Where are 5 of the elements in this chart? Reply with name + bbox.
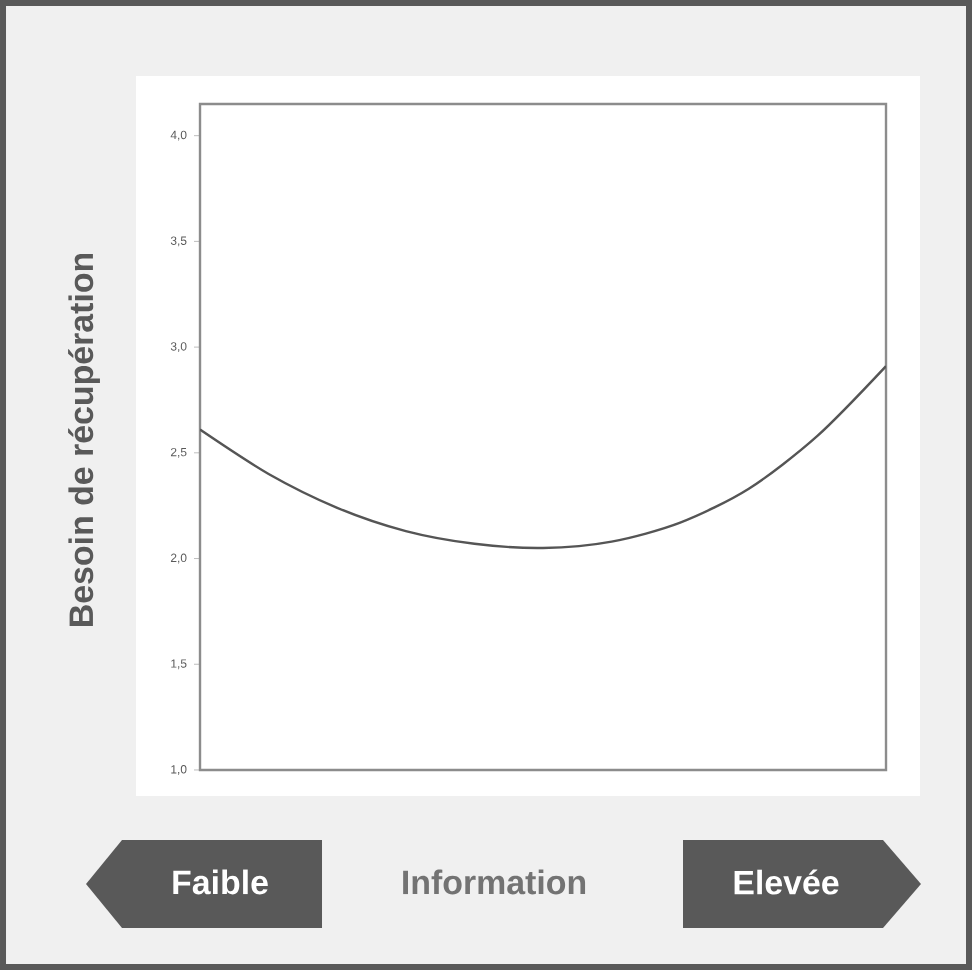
line-series	[200, 364, 887, 550]
text: Faible	[173, 869, 268, 895]
text: Elevée	[734, 869, 839, 895]
x-axis-title: Information	[403, 869, 586, 895]
y-axis-title: Besoin de récupération	[68, 253, 100, 626]
